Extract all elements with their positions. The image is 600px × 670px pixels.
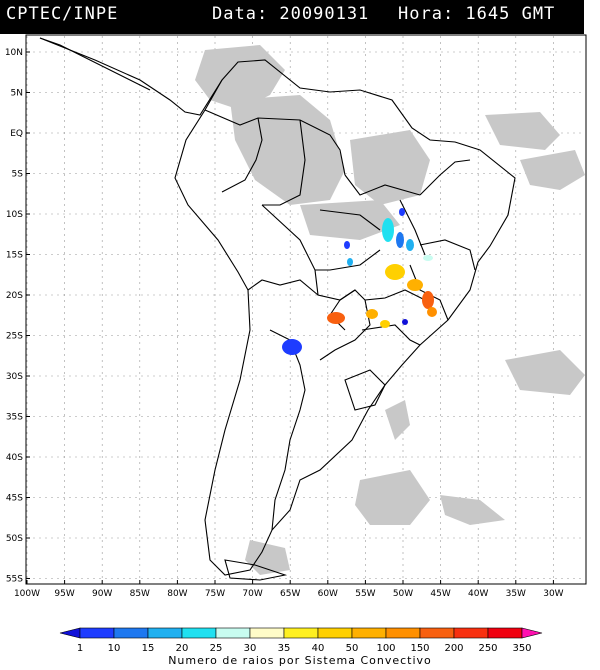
lat-label: 50S (6, 534, 23, 544)
scale-label: 20 (176, 643, 189, 654)
lat-label: 45S (6, 494, 23, 504)
scale-swatch (521, 627, 543, 639)
scale-swatch (113, 627, 149, 639)
lon-label: 85W (130, 589, 150, 599)
scale-label: 10 (108, 643, 121, 654)
scale-label: 350 (512, 643, 531, 654)
scale-swatch (283, 627, 319, 639)
lat-label: 25S (6, 332, 23, 342)
lon-label: 80W (167, 589, 187, 599)
lon-label: 60W (318, 589, 338, 599)
lon-label: 30W (543, 589, 563, 599)
lat-label: 10N (5, 48, 23, 58)
scale-label: 35 (278, 643, 291, 654)
scale-label: 50 (346, 643, 359, 654)
lat-label: 35S (6, 413, 23, 423)
scale-label: 150 (410, 643, 429, 654)
lat-label: 15S (6, 251, 23, 261)
scale-label: 100 (376, 643, 395, 654)
header-date: Data: 20090131 (212, 4, 370, 24)
scale-label: 25 (210, 643, 223, 654)
scale-label: 15 (142, 643, 155, 654)
scale-label: 1 (77, 643, 83, 654)
lon-label: 100W (14, 589, 40, 599)
map-header: CPTEC/INPE Data: 20090131 Hora: 1645 GMT (0, 0, 584, 34)
lon-label: 95W (54, 589, 74, 599)
lon-label: 45W (430, 589, 450, 599)
longitude-labels: 100W 95W 90W 85W 80W 75W 70W 65W 60W 55W 50W 45W 40W… (14, 580, 564, 599)
lat-label: 5N (11, 89, 23, 99)
scale-label: 30 (244, 643, 257, 654)
lon-label: 50W (393, 589, 413, 599)
scale-swatch (487, 627, 523, 639)
scale-caption: Numero de raios por Sistema Convectivo (168, 654, 432, 667)
scale-swatch (453, 627, 489, 639)
scale-swatch (215, 627, 251, 639)
lat-label: EQ (10, 129, 23, 139)
scale-label: 250 (478, 643, 497, 654)
lon-label: 65W (280, 589, 300, 599)
scale-swatch (147, 627, 183, 639)
lat-label: 30S (6, 372, 23, 382)
scale-swatch (351, 627, 387, 639)
header-title: CPTEC/INPE (6, 4, 119, 24)
lat-label: 20S (6, 291, 23, 301)
scale-swatch (385, 627, 421, 639)
scale-swatch (181, 627, 217, 639)
country-borders (39, 37, 516, 581)
lightning-color-scale: 1 10 15 20 25 30 35 40 50 100 150 200 250 350 (59, 627, 543, 654)
scale-label: 200 (444, 643, 463, 654)
scale-label: 40 (312, 643, 325, 654)
scale-swatch (59, 627, 81, 639)
header-time: Hora: 1645 GMT (398, 4, 556, 24)
lon-label: 55W (355, 589, 375, 599)
lon-label: 90W (92, 589, 112, 599)
scale-swatch (249, 627, 285, 639)
lightning-systems (282, 208, 437, 355)
lon-label: 40W (468, 589, 488, 599)
lat-label: 10S (6, 210, 23, 220)
lat-label: 55S (6, 575, 23, 585)
scale-swatch (79, 627, 115, 639)
lon-label: 70W (242, 589, 262, 599)
lat-label: 5S (12, 170, 24, 180)
lat-label: 40S (6, 453, 23, 463)
lon-label: 75W (205, 589, 225, 599)
latitude-labels: 10N 5N EQ 5S 10S 15S 20S 25S 30S 35S 40S 45S 50S 55S (5, 48, 30, 585)
scale-swatch (419, 627, 455, 639)
scale-swatch (317, 627, 353, 639)
lon-label: 35W (506, 589, 526, 599)
